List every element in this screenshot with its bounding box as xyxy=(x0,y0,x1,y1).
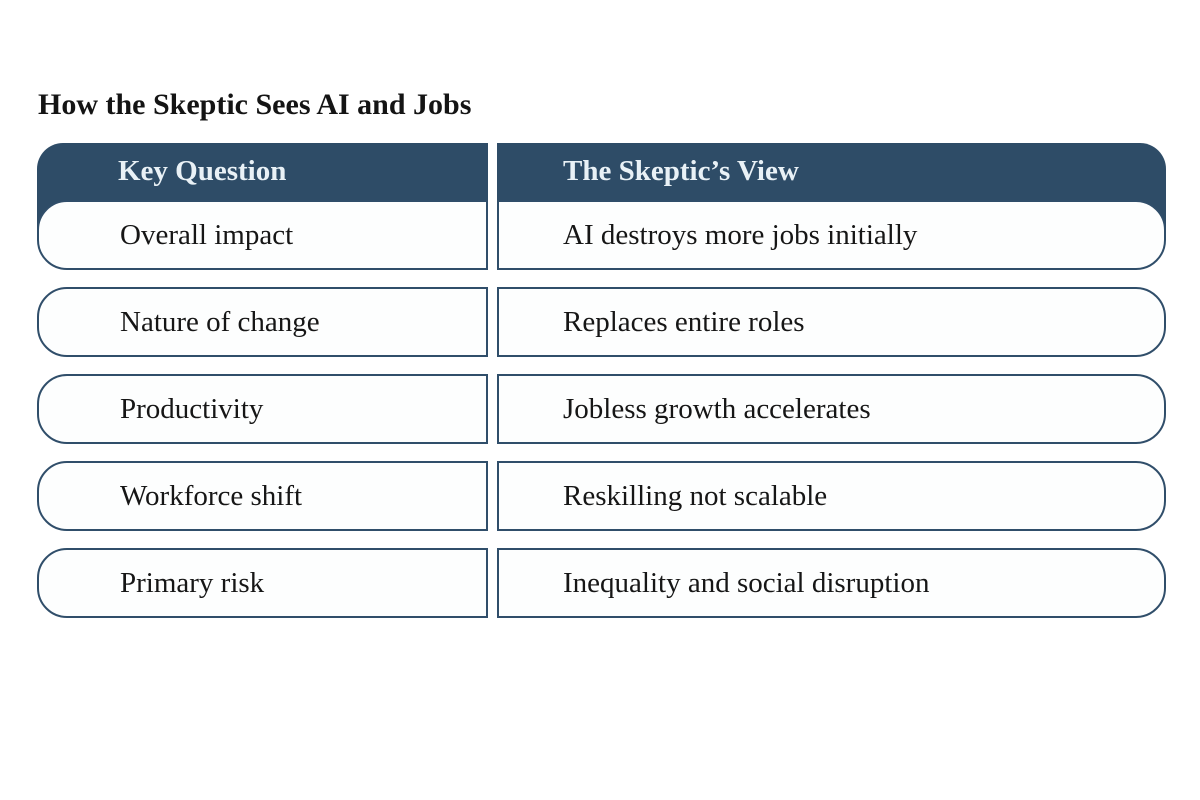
question-cell: Nature of change xyxy=(37,287,488,357)
header-label: The Skeptic’s View xyxy=(563,155,799,187)
view-text: Jobless growth accelerates xyxy=(563,392,871,425)
page-title: How the Skeptic Sees AI and Jobs xyxy=(38,88,472,121)
question-text: Productivity xyxy=(120,392,264,425)
view-text: AI destroys more jobs initially xyxy=(563,218,918,251)
column-skeptics-view: The Skeptic’s View AI destroys more jobs… xyxy=(497,143,1166,618)
view-cell: Inequality and social disruption xyxy=(497,548,1166,618)
question-text: Primary risk xyxy=(120,566,265,599)
view-cell: Jobless growth accelerates xyxy=(497,374,1166,444)
column-key-question: Key Question Overall impact Nature of ch… xyxy=(37,143,488,618)
question-text: Overall impact xyxy=(120,218,294,251)
view-cell: Replaces entire roles xyxy=(497,287,1166,357)
view-text: Reskilling not scalable xyxy=(563,479,828,512)
view-text: Replaces entire roles xyxy=(563,305,805,338)
skeptic-ai-jobs-table: Key Question Overall impact Nature of ch… xyxy=(37,143,1166,618)
view-cell: AI destroys more jobs initially xyxy=(497,200,1166,270)
question-cell: Primary risk xyxy=(37,548,488,618)
question-cell: Overall impact xyxy=(37,200,488,270)
view-text: Inequality and social disruption xyxy=(563,566,930,599)
question-cell: Workforce shift xyxy=(37,461,488,531)
header-label: Key Question xyxy=(118,155,287,187)
question-text: Workforce shift xyxy=(120,479,303,512)
view-cell: Reskilling not scalable xyxy=(497,461,1166,531)
question-text: Nature of change xyxy=(120,305,320,338)
question-cell: Productivity xyxy=(37,374,488,444)
